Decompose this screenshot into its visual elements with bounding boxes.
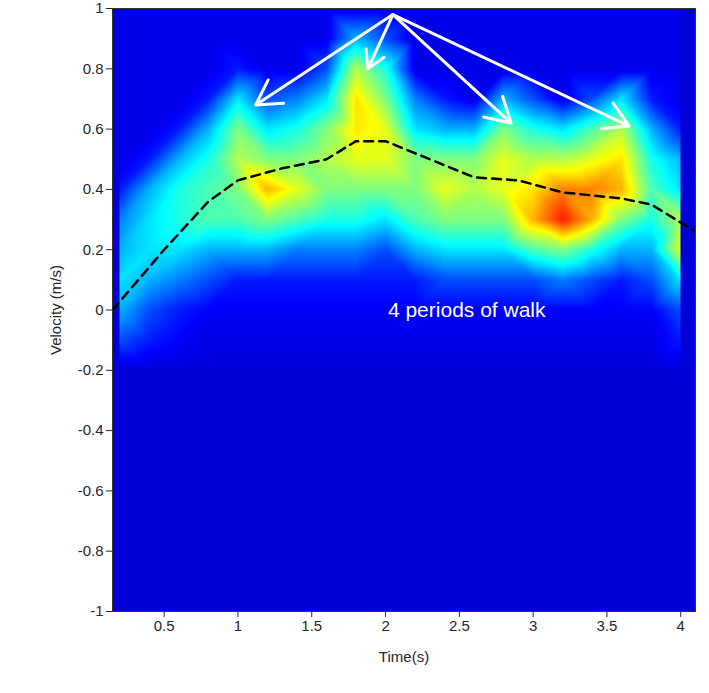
svg-text:0.2: 0.2 (83, 241, 104, 258)
svg-text:3: 3 (529, 617, 537, 634)
svg-text:0: 0 (95, 301, 103, 318)
svg-text:2.5: 2.5 (449, 617, 470, 634)
svg-text:3.5: 3.5 (597, 617, 618, 634)
svg-text:0.4: 0.4 (83, 180, 104, 197)
svg-text:-0.8: -0.8 (78, 542, 104, 559)
svg-text:-1: -1 (90, 602, 103, 619)
svg-text:-0.4: -0.4 (78, 421, 104, 438)
svg-text:4: 4 (677, 617, 685, 634)
svg-text:Time(s): Time(s) (379, 648, 429, 665)
svg-text:2: 2 (381, 617, 389, 634)
svg-text:1: 1 (234, 617, 242, 634)
svg-text:0.8: 0.8 (83, 60, 104, 77)
svg-text:0.5: 0.5 (154, 617, 175, 634)
svg-text:-0.6: -0.6 (78, 482, 104, 499)
svg-text:1.5: 1.5 (301, 617, 322, 634)
svg-text:Velocity (m/s): Velocity (m/s) (47, 265, 64, 355)
svg-text:1: 1 (95, 0, 103, 16)
svg-text:-0.2: -0.2 (78, 361, 104, 378)
svg-text:4 periods of walk: 4 periods of walk (388, 298, 546, 321)
svg-text:0.6: 0.6 (83, 120, 104, 137)
